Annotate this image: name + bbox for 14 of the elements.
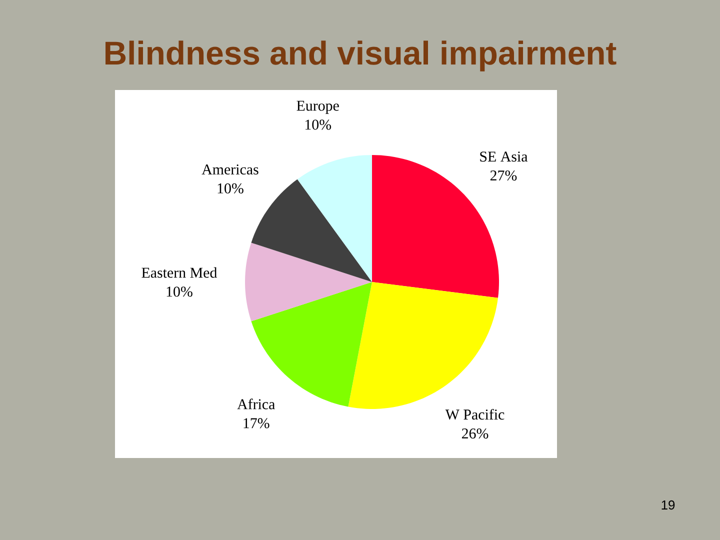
slice-label: Eastern Med bbox=[142, 267, 218, 278]
data-label: 10% bbox=[218, 183, 244, 194]
slice-label: Europe bbox=[296, 100, 339, 114]
data-label: 10% bbox=[305, 120, 332, 130]
data-label: 17% bbox=[244, 418, 270, 428]
data-label: 26% bbox=[462, 428, 488, 439]
chart-title: Blindness and visual impairment bbox=[106, 40, 616, 72]
data-label: 10% bbox=[166, 286, 192, 297]
text: 19 bbox=[662, 500, 675, 510]
data-label: 27% bbox=[490, 170, 517, 181]
slice-label: W Pacific bbox=[445, 408, 504, 420]
slice-label: Africa bbox=[237, 398, 275, 410]
slice-label: SE Asia bbox=[480, 152, 528, 162]
slice-label: Americas bbox=[202, 164, 258, 174]
